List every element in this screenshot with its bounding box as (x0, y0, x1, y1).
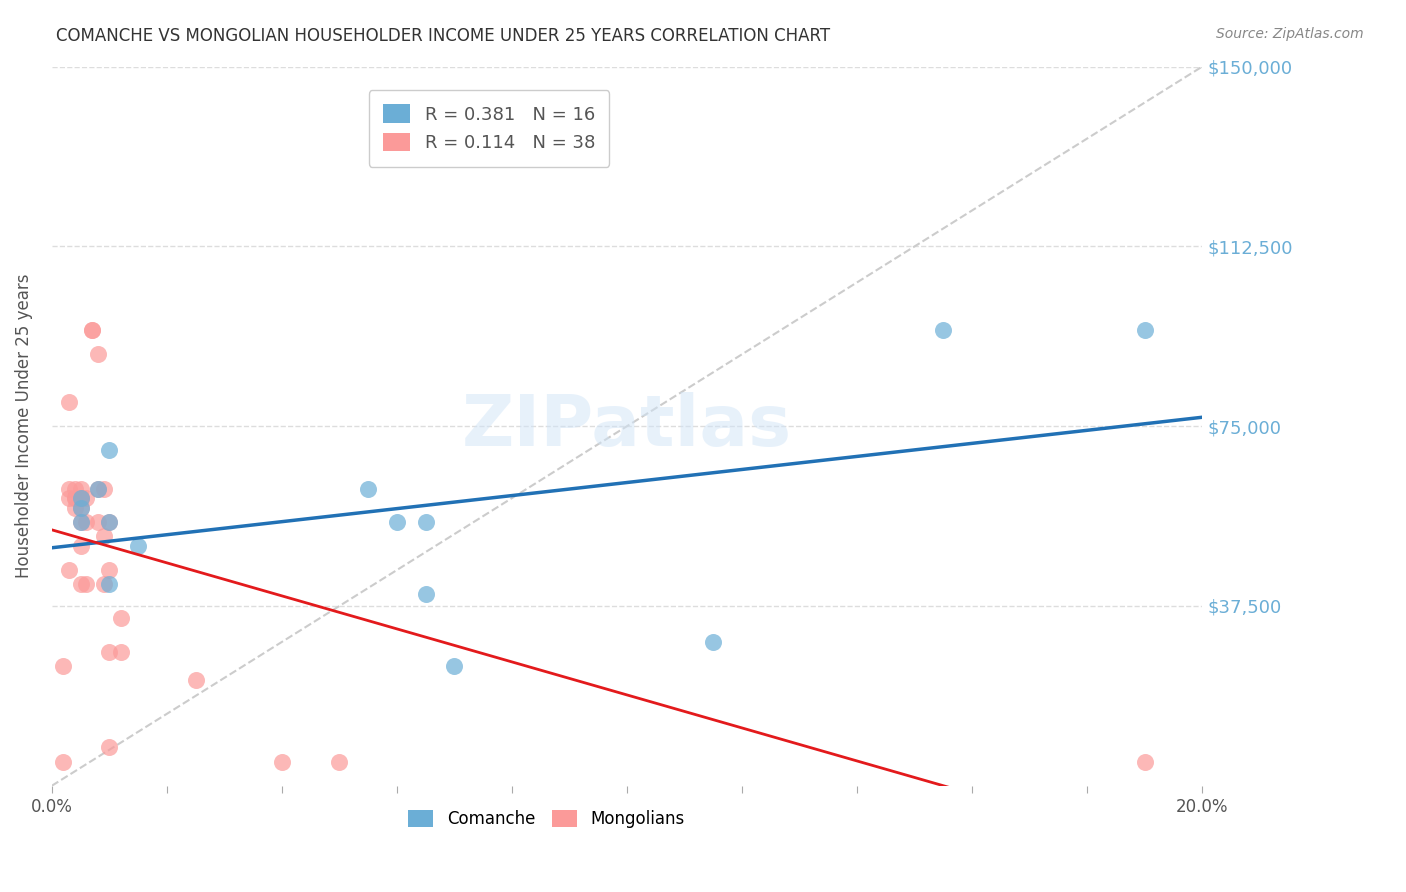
Point (69, 515, 91, 529)
Point (98, 563, 121, 577)
Point (702, 635, 724, 649)
Point (184, 673, 207, 688)
Text: Source: ZipAtlas.com: Source: ZipAtlas.com (1216, 27, 1364, 41)
Point (932, 323, 955, 337)
Point (98, 644, 121, 658)
Point (415, 587, 437, 601)
Point (80, 323, 103, 337)
Point (69, 491, 91, 505)
Point (93, 577, 115, 591)
Point (110, 611, 132, 625)
Point (69, 500, 91, 515)
Point (63, 500, 86, 515)
Point (415, 515, 437, 529)
Point (328, 755, 350, 769)
Point (58, 563, 80, 577)
Point (87, 347, 110, 361)
Point (69, 491, 91, 505)
Point (1133, 755, 1156, 769)
Point (98, 740, 121, 755)
Point (69, 539, 91, 553)
Point (127, 539, 149, 553)
Point (69, 515, 91, 529)
Point (385, 515, 408, 529)
Point (63, 491, 86, 505)
Point (75, 577, 97, 591)
Point (58, 491, 80, 505)
Point (58, 395, 80, 409)
Point (75, 515, 97, 529)
Point (443, 659, 465, 673)
Point (69, 482, 91, 496)
Point (98, 515, 121, 529)
Legend: Comanche, Mongolians: Comanche, Mongolians (402, 804, 692, 835)
Point (93, 482, 115, 496)
Point (110, 644, 132, 658)
Point (69, 491, 91, 505)
Point (63, 491, 86, 505)
Point (98, 577, 121, 591)
Point (87, 515, 110, 529)
Point (69, 500, 91, 515)
Point (87, 482, 110, 496)
Point (357, 482, 380, 496)
Point (270, 755, 292, 769)
Point (98, 515, 121, 529)
Text: COMANCHE VS MONGOLIAN HOUSEHOLDER INCOME UNDER 25 YEARS CORRELATION CHART: COMANCHE VS MONGOLIAN HOUSEHOLDER INCOME… (56, 27, 831, 45)
Text: ZIPatlas: ZIPatlas (463, 392, 792, 460)
Point (93, 529, 115, 543)
Point (58, 482, 80, 496)
Point (52, 755, 75, 769)
Point (98, 443, 121, 458)
Point (69, 577, 91, 591)
Point (80, 323, 103, 337)
Point (1133, 323, 1156, 337)
Y-axis label: Householder Income Under 25 years: Householder Income Under 25 years (15, 274, 32, 578)
Point (75, 491, 97, 505)
Point (52, 659, 75, 673)
Point (63, 482, 86, 496)
Point (87, 482, 110, 496)
